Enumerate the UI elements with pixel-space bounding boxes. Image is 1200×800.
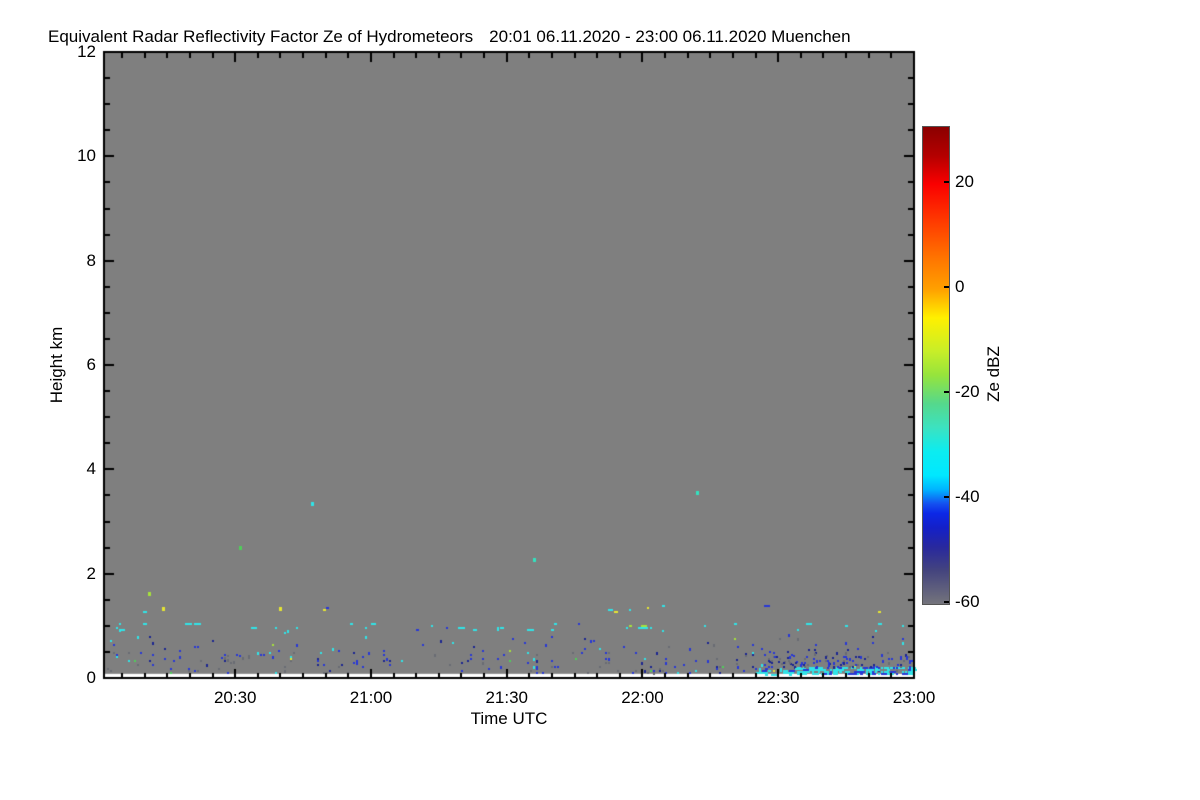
colorbar-label: Ze dBZ (984, 346, 1003, 402)
y-tick-label: 6 (86, 355, 96, 374)
y-tick-label: 0 (86, 668, 96, 687)
x-axis-label: Time UTC (470, 709, 548, 728)
colorbar-tick-mark (944, 391, 949, 394)
colorbar-tick-mark (944, 600, 949, 603)
y-tick-label: 12 (77, 42, 96, 61)
y-tick-label: 8 (86, 250, 96, 270)
colorbar-tick-mark (944, 286, 949, 289)
colorbar-tick-label: -40 (955, 487, 980, 506)
y-tick-label: 10 (77, 146, 96, 166)
figure-title-row: Equivalent Radar Reflectivity Factor Ze … (48, 27, 851, 47)
x-tick-label: 22:30 (756, 688, 800, 707)
colorbar-tick-label: -60 (955, 591, 980, 611)
x-tick-label: 21:00 (349, 688, 393, 707)
y-tick-label: 2 (86, 563, 96, 583)
x-tick-label: 22:00 (621, 688, 664, 707)
plot-title: Equivalent Radar Reflectivity Factor Ze … (48, 27, 474, 46)
colorbar-tick-mark (944, 496, 949, 498)
colorbar-gradient (922, 126, 950, 605)
plot-canvas (102, 50, 917, 681)
x-tick-label: 21:30 (485, 688, 529, 707)
x-tick-label: 23:00 (892, 688, 936, 707)
x-tick-label: 20:30 (213, 688, 257, 707)
colorbar-tick-label: 0 (955, 277, 965, 297)
y-tick-label: 4 (86, 459, 96, 479)
colorbar-tick-mark (944, 181, 949, 184)
plot-period: 20:01 06.11.2020 - 23:00 06.11.2020 Muen… (489, 27, 851, 46)
colorbar-tick-label: -20 (955, 382, 980, 402)
colorbar-tick-label: 20 (955, 172, 974, 192)
